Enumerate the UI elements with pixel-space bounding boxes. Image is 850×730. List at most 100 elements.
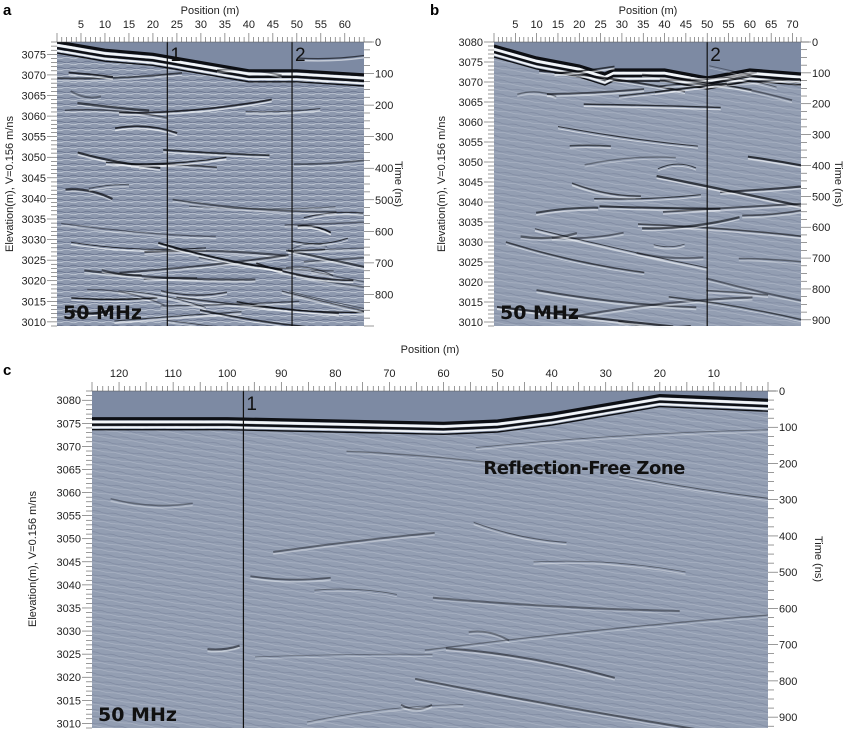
subsurface-reflector xyxy=(110,497,193,507)
subsurface-reflector xyxy=(245,109,321,115)
subsurface-reflector xyxy=(584,158,676,168)
subsurface-reflector xyxy=(306,704,464,723)
x-tick-label: 40 xyxy=(243,19,255,31)
subsurface-reflector xyxy=(475,429,768,449)
x-tick-label: 15 xyxy=(552,19,564,31)
y-tick-label: 3010 xyxy=(22,317,46,329)
subsurface-reflector xyxy=(71,307,114,315)
subsurface-reflector xyxy=(87,288,165,306)
surface-reflector xyxy=(494,47,801,83)
x-tick-label: 55 xyxy=(315,19,327,31)
subsurface-reflector xyxy=(619,474,768,499)
subsurface-reflector xyxy=(144,252,286,259)
subsurface-reflector xyxy=(256,264,354,284)
subsurface-reflector xyxy=(293,161,364,167)
subsurface-reflector xyxy=(163,151,270,159)
y-tick-label: 3035 xyxy=(57,603,81,615)
marker-label-1: 1 xyxy=(170,45,181,66)
y-tick-label: 3060 xyxy=(57,488,81,500)
surface-reflector xyxy=(92,400,768,431)
subsurface-reflector xyxy=(657,165,697,172)
y2-tick-label: 500 xyxy=(812,191,830,203)
subsurface-reflector xyxy=(557,125,698,147)
panel-a-y2-axis-title: Time (ns) xyxy=(392,161,404,207)
subsurface-reflector xyxy=(569,146,611,149)
x-tick-label: 45 xyxy=(267,19,279,31)
subsurface-reflector xyxy=(668,298,801,323)
subsurface-reflector xyxy=(71,297,158,301)
x-tick-label: 20 xyxy=(147,19,159,31)
subsurface-reflector xyxy=(291,245,328,252)
subsurface-reflector xyxy=(706,291,769,299)
subsurface-reflector xyxy=(295,276,364,290)
subsurface-reflector xyxy=(618,84,727,99)
subsurface-reflector xyxy=(158,244,283,273)
y-tick-label: 3025 xyxy=(459,257,483,269)
y-tick-label: 3075 xyxy=(57,418,81,430)
y2-tick-label: 0 xyxy=(812,37,818,49)
y-tick-label: 3045 xyxy=(22,173,46,185)
y-tick-label: 3035 xyxy=(22,214,46,226)
y2-tick-label: 900 xyxy=(779,712,797,724)
subsurface-reflector xyxy=(496,305,674,326)
subsurface-reflector xyxy=(554,67,615,77)
subsurface-reflector xyxy=(346,453,570,477)
subsurface-reflector xyxy=(414,677,696,728)
subsurface-reflector xyxy=(118,290,206,308)
subsurface-reflector xyxy=(583,105,721,111)
y-tick-label: 3080 xyxy=(57,395,81,407)
subsurface-reflector xyxy=(176,296,339,315)
surface-reflector xyxy=(92,403,768,433)
subsurface-reflector xyxy=(424,616,768,653)
subsurface-reflector xyxy=(535,209,599,216)
subsurface-reflector xyxy=(176,298,339,317)
subsurface-reflector xyxy=(57,74,183,82)
subsurface-reflector xyxy=(584,156,676,166)
y-tick-label: 3050 xyxy=(22,152,46,164)
subsurface-reflector xyxy=(546,90,645,98)
y-tick-label: 3020 xyxy=(22,276,46,288)
x-tick-label: 45 xyxy=(680,19,692,31)
subsurface-reflector xyxy=(468,632,510,644)
subsurface-reflector xyxy=(172,198,337,213)
subsurface-reflector xyxy=(709,65,801,84)
subsurface-reflector xyxy=(706,289,769,296)
x-tick-label: 80 xyxy=(329,368,341,380)
air-layer xyxy=(57,42,364,75)
subsurface-reflector xyxy=(517,91,557,98)
subsurface-reflector xyxy=(105,156,227,165)
y2-tick-label: 600 xyxy=(779,603,797,615)
subsurface-reflector xyxy=(690,75,777,88)
subsurface-reflector xyxy=(653,243,685,248)
subsurface-reflector xyxy=(65,191,113,202)
y2-tick-label: 700 xyxy=(812,253,830,265)
y2-tick-label: 0 xyxy=(375,37,381,49)
y-tick-label: 3050 xyxy=(57,534,81,546)
subsurface-reflector xyxy=(273,531,435,553)
subsurface-reflector xyxy=(61,224,216,240)
x-tick-label: 60 xyxy=(339,19,351,31)
subsurface-reflector xyxy=(167,322,214,329)
subsurface-reflector xyxy=(88,184,130,190)
subsurface-reflector xyxy=(250,575,331,581)
surface-reflector xyxy=(57,46,364,83)
panel-b-x-axis-title: Position (m) xyxy=(619,5,678,17)
y2-tick-label: 500 xyxy=(375,195,393,207)
subsurface-reflector xyxy=(642,73,793,102)
x-tick-label: 20 xyxy=(654,368,666,380)
subsurface-reflector xyxy=(216,71,282,79)
subsurface-reflector xyxy=(284,221,364,226)
y-tick-label: 3010 xyxy=(459,317,483,329)
surface-reflector xyxy=(494,44,801,80)
y2-tick-label: 100 xyxy=(779,422,797,434)
subsurface-reflector xyxy=(619,476,768,502)
subsurface-reflector xyxy=(594,194,701,200)
subsurface-reflector xyxy=(475,431,768,451)
marker-label-1: 1 xyxy=(246,394,257,415)
subsurface-reflector xyxy=(199,311,303,329)
subsurface-reflector xyxy=(101,271,142,278)
x-tick-label: 20 xyxy=(573,19,585,31)
subsurface-reflector xyxy=(293,249,364,254)
